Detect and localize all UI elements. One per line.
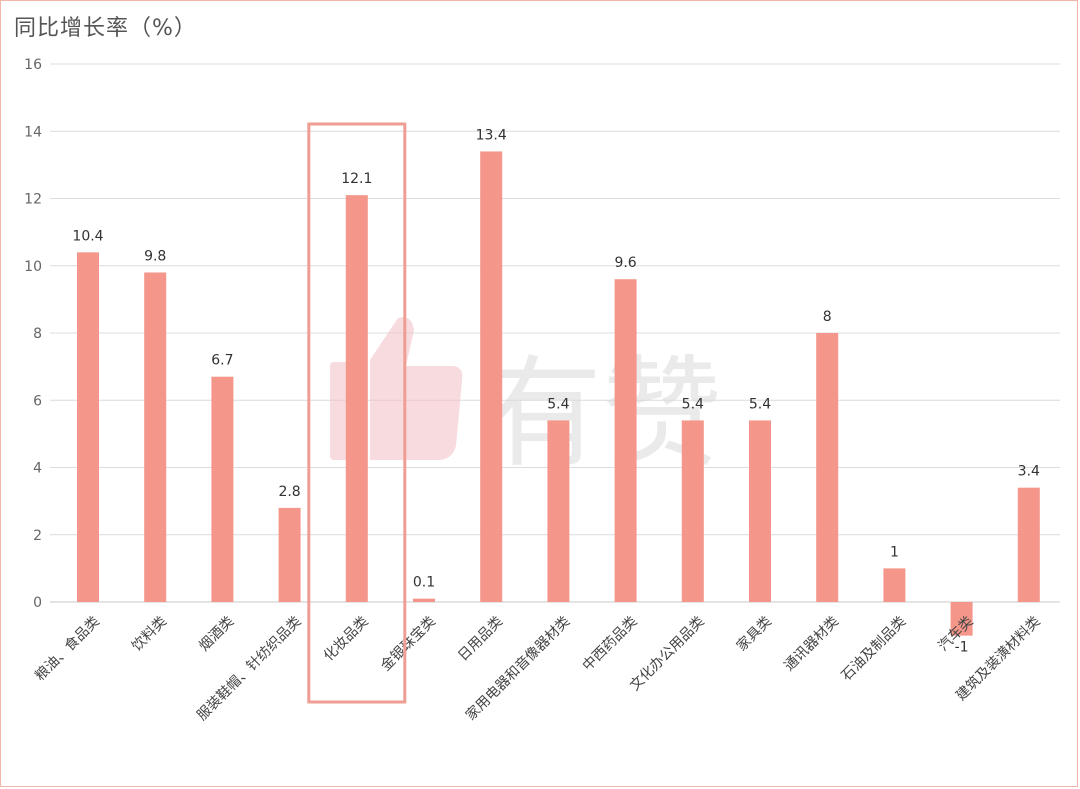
data-label: 10.4	[72, 228, 103, 244]
highlight-box	[307, 122, 407, 704]
y-axis-ticks: 0 2 4 6 8 10 12 14 16	[24, 57, 42, 611]
y-tick-label: 14	[24, 124, 42, 140]
bar	[211, 376, 234, 602]
bar	[144, 272, 167, 602]
x-tick-label: 烟酒类	[196, 614, 237, 655]
y-tick-label: 12	[24, 192, 42, 208]
bar	[883, 568, 906, 602]
x-tick-label: 粮油、食品类	[31, 613, 102, 684]
y-tick-label: 16	[24, 57, 42, 73]
watermark: 有赞	[330, 317, 722, 484]
bar	[749, 420, 771, 602]
x-tick-label: 石油及制品类	[839, 614, 910, 685]
data-label: 9.6	[614, 255, 636, 271]
data-label: 5.4	[547, 396, 569, 412]
x-tick-label: 家具类	[733, 613, 775, 655]
bar	[614, 279, 637, 602]
bar	[77, 252, 99, 603]
y-tick-label: 4	[33, 461, 42, 477]
data-label: -1	[955, 640, 969, 656]
y-tick-label: 2	[33, 528, 42, 544]
data-label: 1	[890, 544, 899, 560]
y-tick-label: 0	[33, 595, 42, 611]
bar	[816, 333, 839, 602]
bar	[950, 602, 973, 636]
bar	[1017, 487, 1040, 602]
bar	[547, 420, 570, 602]
data-label: 6.7	[211, 353, 233, 369]
data-label: 9.8	[144, 248, 166, 264]
bar	[278, 507, 301, 602]
x-tick-label: 通讯器材类	[781, 614, 842, 675]
data-label: 3.4	[1018, 464, 1040, 480]
data-label: 5.4	[682, 396, 704, 412]
bar	[681, 420, 704, 602]
x-tick-label: 化妆品类	[321, 614, 372, 665]
x-tick-label: 中西药品类	[580, 614, 641, 675]
bar	[345, 195, 368, 602]
data-label: 13.4	[476, 127, 507, 143]
bar	[480, 151, 503, 603]
value-labels: 10.4 9.8 6.7 2.8 12.1 0.1 13.4 5.4 9.6 5.4 5.4 8 1 -1…	[72, 127, 1040, 655]
data-label: 5.4	[749, 396, 771, 412]
x-tick-label: 金银珠宝类	[378, 614, 439, 675]
y-tick-label: 8	[33, 326, 42, 342]
data-label: 12.1	[341, 171, 372, 187]
data-label: 2.8	[278, 484, 300, 500]
x-tick-label: 饮料类	[129, 614, 170, 655]
bars	[77, 151, 1040, 636]
y-tick-label: 6	[33, 393, 42, 409]
chart-title: 同比增长率（%）	[14, 16, 197, 41]
x-tick-label: 日用品类	[455, 614, 506, 665]
y-tick-label: 10	[24, 259, 42, 275]
data-label: 0.1	[413, 575, 435, 591]
data-label: 8	[823, 309, 832, 325]
bar	[413, 598, 435, 602]
